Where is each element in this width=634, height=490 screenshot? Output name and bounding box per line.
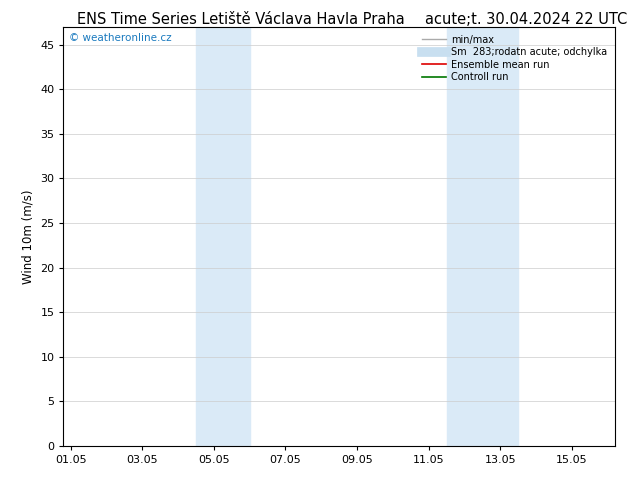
Legend: min/max, Sm  283;rodatn acute; odchylka, Ensemble mean run, Controll run: min/max, Sm 283;rodatn acute; odchylka, … (419, 32, 610, 85)
Y-axis label: Wind 10m (m/s): Wind 10m (m/s) (22, 189, 35, 284)
Text: © weatheronline.cz: © weatheronline.cz (69, 33, 172, 43)
Bar (446, 27, 518, 446)
Text: ENS Time Series Letiště Václava Havla Praha: ENS Time Series Letiště Václava Havla Pr… (77, 12, 404, 27)
Bar (196, 27, 250, 446)
Text: acute;t. 30.04.2024 22 UTC: acute;t. 30.04.2024 22 UTC (425, 12, 628, 27)
